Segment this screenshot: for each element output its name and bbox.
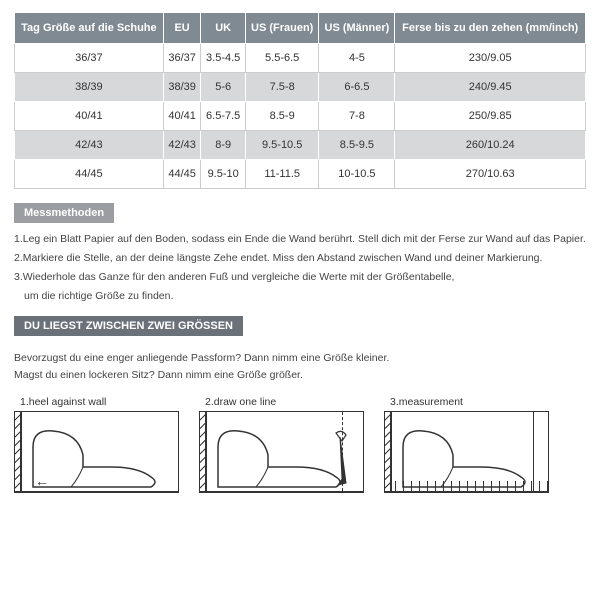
table-cell: 40/41 bbox=[163, 102, 201, 131]
table-cell: 8.5-9.5 bbox=[319, 131, 395, 160]
th-us-men: US (Männer) bbox=[319, 13, 395, 44]
table-cell: 44/45 bbox=[163, 160, 201, 189]
header-row: Tag Größe auf die Schuhe EU UK US (Fraue… bbox=[15, 13, 586, 44]
between-line: Magst du einen lockeren Sitz? Dann nimm … bbox=[14, 367, 586, 384]
instructions-block: 1.Leg ein Blatt Papier auf den Boden, so… bbox=[14, 231, 586, 304]
table-cell: 42/43 bbox=[15, 131, 164, 160]
diagram-1-caption: 1.heel against wall bbox=[14, 396, 179, 408]
table-cell: 6-6.5 bbox=[319, 73, 395, 102]
table-cell: 4-5 bbox=[319, 44, 395, 73]
measurement-end-line bbox=[533, 412, 534, 491]
table-row: 36/3736/373.5-4.55.5-6.54-5230/9.05 bbox=[15, 44, 586, 73]
wall-line bbox=[205, 412, 207, 491]
instruction-line: um die richtige Größe zu finden. bbox=[14, 288, 586, 305]
instruction-line: 1.Leg ein Blatt Papier auf den Boden, so… bbox=[14, 231, 586, 248]
diagram-3-caption: 3.measurement bbox=[384, 396, 549, 408]
table-cell: 36/37 bbox=[15, 44, 164, 73]
table-cell: 44/45 bbox=[15, 160, 164, 189]
table-cell: 38/39 bbox=[15, 73, 164, 102]
foot-outline-icon bbox=[208, 419, 358, 491]
table-cell: 240/9.45 bbox=[395, 73, 586, 102]
table-cell: 40/41 bbox=[15, 102, 164, 131]
table-body: 36/3736/373.5-4.55.5-6.54-5230/9.0538/39… bbox=[15, 44, 586, 189]
between-sizes-heading: DU LIEGST ZWISCHEN ZWEI GRÖSSEN bbox=[14, 316, 243, 336]
diagram-3: 3.measurement bbox=[384, 396, 549, 493]
table-row: 42/4342/438-99.5-10.58.5-9.5260/10.24 bbox=[15, 131, 586, 160]
table-cell: 8.5-9 bbox=[245, 102, 318, 131]
table-cell: 5.5-6.5 bbox=[245, 44, 318, 73]
table-row: 40/4140/416.5-7.58.5-97-8250/9.85 bbox=[15, 102, 586, 131]
diagram-1: 1.heel against wall ← bbox=[14, 396, 179, 493]
instruction-line: 3.Wiederhole das Ganze für den anderen F… bbox=[14, 269, 586, 286]
table-row: 44/4544/459.5-1011-11.510-10.5270/10.63 bbox=[15, 160, 586, 189]
th-us-women: US (Frauen) bbox=[245, 13, 318, 44]
toe-mark-line bbox=[342, 412, 343, 491]
instruction-line: 2.Markiere die Stelle, an der deine läng… bbox=[14, 250, 586, 267]
table-cell: 270/10.63 bbox=[395, 160, 586, 189]
messmethoden-heading: Messmethoden bbox=[14, 203, 114, 223]
table-cell: 36/37 bbox=[163, 44, 201, 73]
size-table: Tag Größe auf die Schuhe EU UK US (Fraue… bbox=[14, 12, 586, 189]
th-tag: Tag Größe auf die Schuhe bbox=[15, 13, 164, 44]
table-cell: 5-6 bbox=[201, 73, 246, 102]
diagrams-row: 1.heel against wall ← 2.draw one line bbox=[14, 396, 586, 493]
wall-line bbox=[390, 412, 392, 491]
table-row: 38/3938/395-67.5-86-6.5240/9.45 bbox=[15, 73, 586, 102]
table-cell: 7.5-8 bbox=[245, 73, 318, 102]
table-cell: 10-10.5 bbox=[319, 160, 395, 189]
table-cell: 250/9.85 bbox=[395, 102, 586, 131]
table-cell: 8-9 bbox=[201, 131, 246, 160]
arrow-left-icon: ← bbox=[35, 474, 49, 488]
table-cell: 260/10.24 bbox=[395, 131, 586, 160]
table-cell: 9.5-10 bbox=[201, 160, 246, 189]
wall-line bbox=[20, 412, 22, 491]
table-cell: 230/9.05 bbox=[395, 44, 586, 73]
th-heel-toe: Ferse bis zu den zehen (mm/inch) bbox=[395, 13, 586, 44]
table-cell: 9.5-10.5 bbox=[245, 131, 318, 160]
table-cell: 7-8 bbox=[319, 102, 395, 131]
table-cell: 3.5-4.5 bbox=[201, 44, 246, 73]
diagram-2-box bbox=[199, 411, 364, 493]
between-line: Bevorzugst du eine enger anliegende Pass… bbox=[14, 350, 586, 367]
th-uk: UK bbox=[201, 13, 246, 44]
table-cell: 11-11.5 bbox=[245, 160, 318, 189]
table-cell: 38/39 bbox=[163, 73, 201, 102]
th-eu: EU bbox=[163, 13, 201, 44]
table-cell: 42/43 bbox=[163, 131, 201, 160]
between-sizes-text: Bevorzugst du eine enger anliegende Pass… bbox=[14, 350, 586, 384]
table-cell: 6.5-7.5 bbox=[201, 102, 246, 131]
diagram-3-box bbox=[384, 411, 549, 493]
ruler-icon bbox=[395, 481, 548, 491]
diagram-2: 2.draw one line bbox=[199, 396, 364, 493]
diagram-1-box: ← bbox=[14, 411, 179, 493]
diagram-2-caption: 2.draw one line bbox=[199, 396, 364, 408]
